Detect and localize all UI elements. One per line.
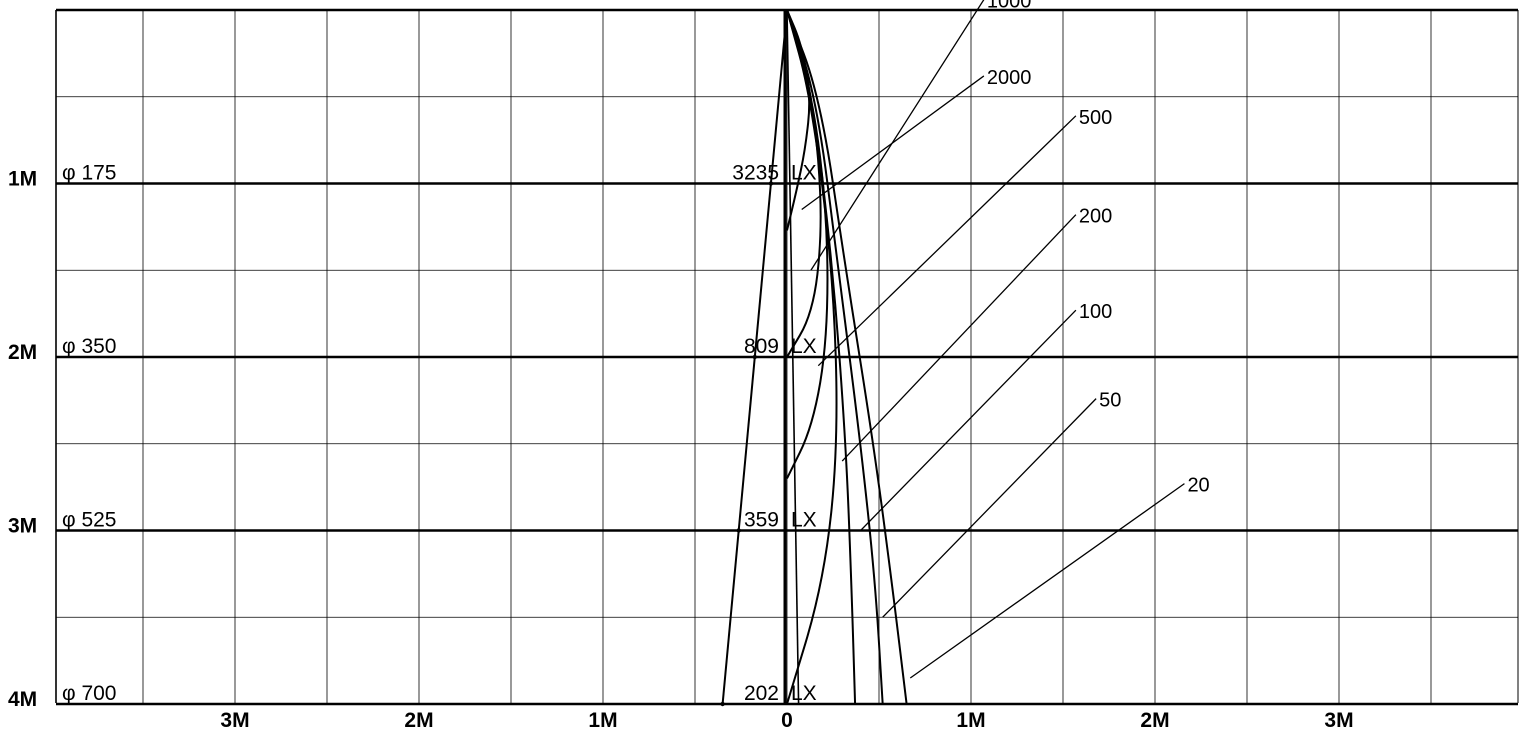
isolux-curves xyxy=(786,9,908,705)
distance-label: 3M xyxy=(8,515,37,538)
diameter-label: φ 700 xyxy=(62,682,117,705)
x-tick-label: 2M xyxy=(1140,709,1169,731)
beam-point xyxy=(768,181,774,186)
beam-point xyxy=(736,528,741,533)
isolux-curve-50 xyxy=(786,9,884,705)
beam-edge-right xyxy=(786,9,800,705)
leader-lines xyxy=(801,0,1185,679)
series-label-2000: 2000 xyxy=(987,67,1032,89)
illuminance-label: 202 xyxy=(744,682,779,705)
illuminance-unit: LX xyxy=(791,335,817,358)
series-label-50: 50 xyxy=(1099,390,1121,412)
leader-20 xyxy=(909,483,1185,679)
illuminance-unit: LX xyxy=(791,162,817,185)
x-tick-label: 1M xyxy=(956,709,985,731)
grid xyxy=(55,8,1519,706)
illuminance-unit: LX xyxy=(791,509,817,532)
leader-500 xyxy=(817,115,1077,367)
leader-200 xyxy=(841,214,1077,462)
beam-spread-lines xyxy=(720,9,800,707)
beam-point xyxy=(720,701,725,707)
beam-point xyxy=(752,354,757,360)
x-tick-label: 2M xyxy=(404,709,433,731)
series-label-1000: 1000 xyxy=(987,0,1032,13)
distance-label: 4M xyxy=(8,688,37,711)
isolux-curve-100 xyxy=(786,9,857,705)
series-label-20: 20 xyxy=(1187,475,1209,497)
leader-100 xyxy=(860,309,1077,531)
illuminance-label: 3235 xyxy=(732,162,779,185)
x-tick-label: 1M xyxy=(588,709,617,731)
labels: 2000 1000 500 200 100 50 20 1M φ 175 3235 LX 2M φ 35… xyxy=(8,0,1354,731)
x-tick-label: 3M xyxy=(1324,709,1353,731)
x-tick-label: 0 xyxy=(781,709,793,731)
isolux-curve-20 xyxy=(786,9,908,705)
leader-50 xyxy=(882,398,1097,618)
series-label-500: 500 xyxy=(1079,107,1112,129)
distance-label: 1M xyxy=(8,168,37,191)
illuminance-label: 809 xyxy=(744,335,779,358)
illuminance-label: 359 xyxy=(744,509,779,532)
diameter-label: φ 175 xyxy=(62,162,117,185)
x-tick-label: 3M xyxy=(220,709,249,731)
distance-label: 2M xyxy=(8,341,37,364)
series-label-100: 100 xyxy=(1079,301,1112,323)
illuminance-unit: LX xyxy=(791,682,817,705)
diameter-label: φ 525 xyxy=(62,509,117,532)
diameter-label: φ 350 xyxy=(62,335,117,358)
series-label-200: 200 xyxy=(1079,206,1112,228)
leader-1000 xyxy=(810,0,985,271)
